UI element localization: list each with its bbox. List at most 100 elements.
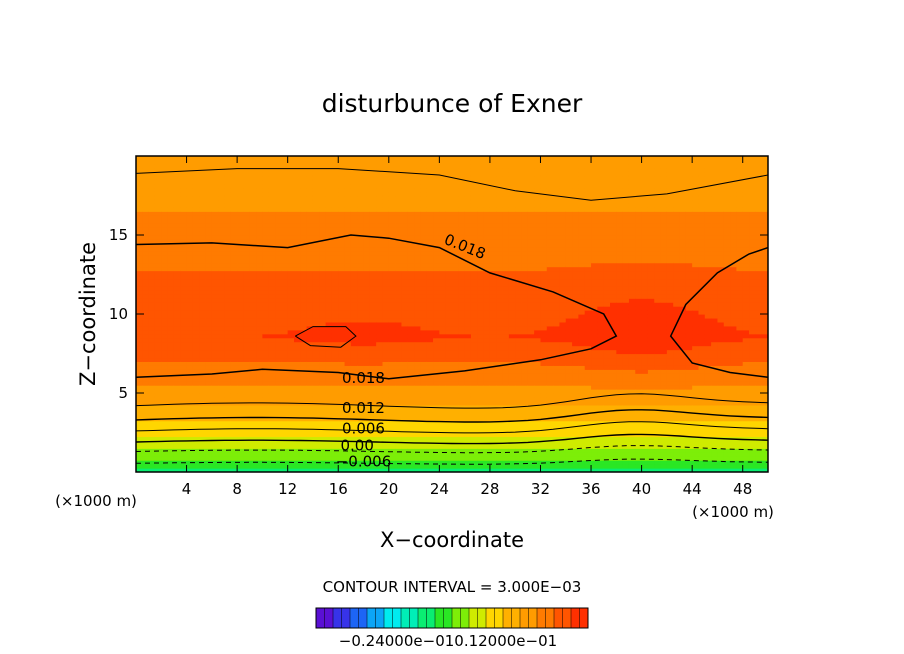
field-cell xyxy=(508,156,516,161)
field-cell xyxy=(395,278,403,283)
field-cell xyxy=(357,317,365,323)
field-cell xyxy=(470,167,478,173)
field-cell xyxy=(186,456,194,461)
field-cell xyxy=(470,385,478,390)
field-cell xyxy=(186,195,194,201)
field-cell xyxy=(477,274,485,280)
field-cell xyxy=(173,389,181,394)
field-cell xyxy=(407,432,415,438)
field-cell xyxy=(426,290,434,295)
field-cell xyxy=(470,349,478,355)
field-cell xyxy=(180,207,188,212)
field-cell xyxy=(502,215,510,220)
field-cell xyxy=(363,420,371,426)
field-cell xyxy=(350,333,358,339)
field-cell xyxy=(521,385,529,390)
field-cell xyxy=(199,424,207,430)
field-cell xyxy=(256,183,263,189)
field-cell xyxy=(230,231,238,236)
field-cell xyxy=(369,219,377,224)
field-cell xyxy=(445,175,453,181)
field-cell xyxy=(287,396,295,402)
field-cell xyxy=(268,361,276,366)
field-cell xyxy=(414,274,421,280)
field-cell xyxy=(508,349,516,355)
field-cell xyxy=(300,393,308,398)
field-cell xyxy=(439,369,447,374)
field-cell xyxy=(136,412,143,418)
field-cell xyxy=(205,175,213,181)
field-cell xyxy=(268,203,276,208)
field-cell xyxy=(167,254,175,260)
field-cell xyxy=(338,341,346,347)
field-cell xyxy=(180,361,188,366)
field-cell xyxy=(186,404,194,410)
field-cell xyxy=(275,298,282,303)
field-cell xyxy=(331,227,339,232)
field-cell xyxy=(205,156,213,161)
field-cell xyxy=(420,452,428,457)
field-cell xyxy=(192,416,200,422)
field-cell xyxy=(433,235,440,240)
field-cell xyxy=(211,456,219,461)
field-cell xyxy=(445,408,453,414)
field-cell xyxy=(142,393,150,398)
field-cell xyxy=(167,329,175,335)
field-cell xyxy=(407,460,415,465)
field-cell xyxy=(407,187,415,193)
field-cell xyxy=(230,460,238,465)
field-cell xyxy=(262,231,270,236)
field-cell xyxy=(281,290,289,295)
field-cell xyxy=(331,242,339,248)
field-cell xyxy=(287,361,295,366)
field-cell xyxy=(382,187,390,193)
field-cell xyxy=(369,187,377,193)
field-cell xyxy=(281,258,289,264)
field-cell xyxy=(319,393,327,398)
field-cell xyxy=(205,432,213,438)
field-cell xyxy=(382,444,390,449)
field-cell xyxy=(205,227,213,232)
field-cell xyxy=(262,199,270,204)
field-cell xyxy=(502,365,510,370)
field-cell xyxy=(357,215,365,220)
field-cell xyxy=(401,341,409,347)
field-cell xyxy=(161,389,169,394)
field-cell xyxy=(521,246,529,252)
field-cell xyxy=(426,246,434,252)
field-cell xyxy=(173,432,181,438)
field-cell xyxy=(205,250,213,256)
field-cell xyxy=(243,325,251,331)
field-cell xyxy=(136,440,143,445)
field-cell xyxy=(464,341,472,347)
field-cell xyxy=(439,365,447,370)
field-cell xyxy=(237,424,245,430)
field-cell xyxy=(243,420,251,426)
field-cell xyxy=(414,349,421,355)
field-cell xyxy=(275,321,282,327)
field-cell xyxy=(281,357,289,362)
field-cell xyxy=(262,266,270,272)
field-cell xyxy=(414,353,421,359)
field-cell xyxy=(338,258,346,264)
field-cell xyxy=(483,381,491,386)
field-cell xyxy=(369,171,377,177)
field-cell xyxy=(154,238,162,244)
field-cell xyxy=(458,325,466,331)
field-cell xyxy=(136,310,143,315)
field-cell xyxy=(331,215,339,220)
field-cell xyxy=(294,345,301,351)
field-cell xyxy=(502,211,510,216)
field-cell xyxy=(369,207,377,212)
field-cell xyxy=(331,219,339,224)
field-cell xyxy=(218,159,226,165)
field-cell xyxy=(350,242,358,248)
field-cell xyxy=(142,321,150,327)
field-cell xyxy=(344,353,352,359)
field-cell xyxy=(401,207,409,212)
field-cell xyxy=(306,203,314,208)
field-cell xyxy=(382,329,390,335)
field-cell xyxy=(338,223,346,228)
field-cell xyxy=(508,195,516,201)
field-cell xyxy=(205,306,213,311)
